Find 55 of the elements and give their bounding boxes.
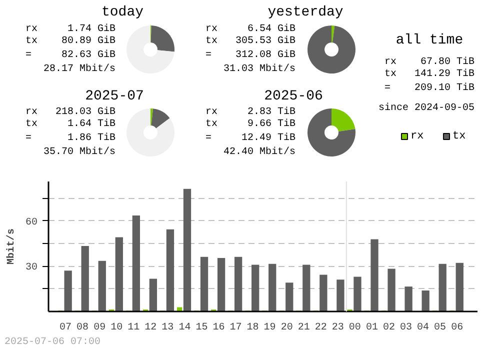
x-tick-label: 10 (110, 322, 123, 334)
text: rx 218.03 GiB (26, 107, 116, 118)
x-tick-label: 02 (382, 322, 395, 334)
text: rx 6.54 GiB (206, 24, 296, 35)
text: = 82.63 GiB (26, 50, 116, 61)
x-tick-label: 23 (332, 322, 344, 334)
y-axis-title: Mbit/s (6, 228, 18, 265)
chart-title: 2025-07 (85, 88, 144, 104)
text: rx 67.80 TiB (384, 57, 475, 68)
text: 42.40 Mbit/s (223, 146, 296, 158)
text: = 1.86 TiB (26, 133, 116, 144)
x-tick-label: 04 (417, 322, 430, 334)
text: rx 1.74 GiB (26, 24, 116, 35)
x-tick-label: 17 (230, 322, 242, 334)
x-tick-label: 20 (280, 322, 293, 334)
legend-label: rx (410, 130, 424, 142)
text: tx 9.66 TiB (206, 119, 296, 130)
text: rx 2.83 TiB (206, 107, 296, 118)
text: = 12.49 TiB (206, 133, 296, 144)
x-tick-label: 14 (178, 322, 191, 334)
text: since 2024-09-05 (378, 102, 475, 114)
x-tick-label: 21 (298, 322, 310, 334)
x-tick-label: 07 (60, 322, 72, 334)
x-tick-label: 15 (196, 322, 208, 334)
text: = 312.08 GiB (206, 50, 296, 61)
text: all time (396, 32, 464, 48)
x-tick-label: 22 (314, 322, 327, 334)
x-tick-label: 06 (451, 322, 464, 334)
x-tick-label: 19 (264, 322, 276, 334)
x-tick-label: 05 (434, 322, 446, 334)
x-tick-label: 00 (348, 322, 361, 334)
chart-title: yesterday (268, 4, 344, 20)
text: tx 1.64 TiB (26, 119, 116, 130)
y-tick-label: 30 (26, 262, 38, 274)
text: 31.03 Mbit/s (223, 63, 296, 75)
x-tick-label: 12 (144, 322, 157, 334)
x-tick-label: 18 (246, 322, 259, 334)
x-tick-label: 08 (76, 322, 89, 334)
x-tick-label: 09 (94, 322, 106, 334)
x-tick-label: 11 (128, 322, 140, 334)
y-tick-label: 60 (26, 217, 38, 228)
text: 2025-07-06 07:00 (4, 337, 101, 348)
chart-title: 2025-06 (264, 88, 323, 104)
text: tx 141.29 TiB (384, 69, 475, 80)
x-tick-label: 16 (212, 322, 225, 334)
text: 28.17 Mbit/s (43, 63, 116, 75)
x-tick-label: 13 (162, 322, 174, 334)
x-tick-label: 01 (366, 322, 378, 334)
text: 35.70 Mbit/s (43, 146, 116, 158)
text: tx 305.53 GiB (206, 36, 296, 47)
text: tx 80.89 GiB (26, 36, 116, 47)
legend-label: tx (452, 130, 466, 142)
x-tick-label: 03 (400, 322, 412, 334)
chart-title: today (101, 4, 144, 20)
text: = 209.10 TiB (384, 83, 475, 94)
